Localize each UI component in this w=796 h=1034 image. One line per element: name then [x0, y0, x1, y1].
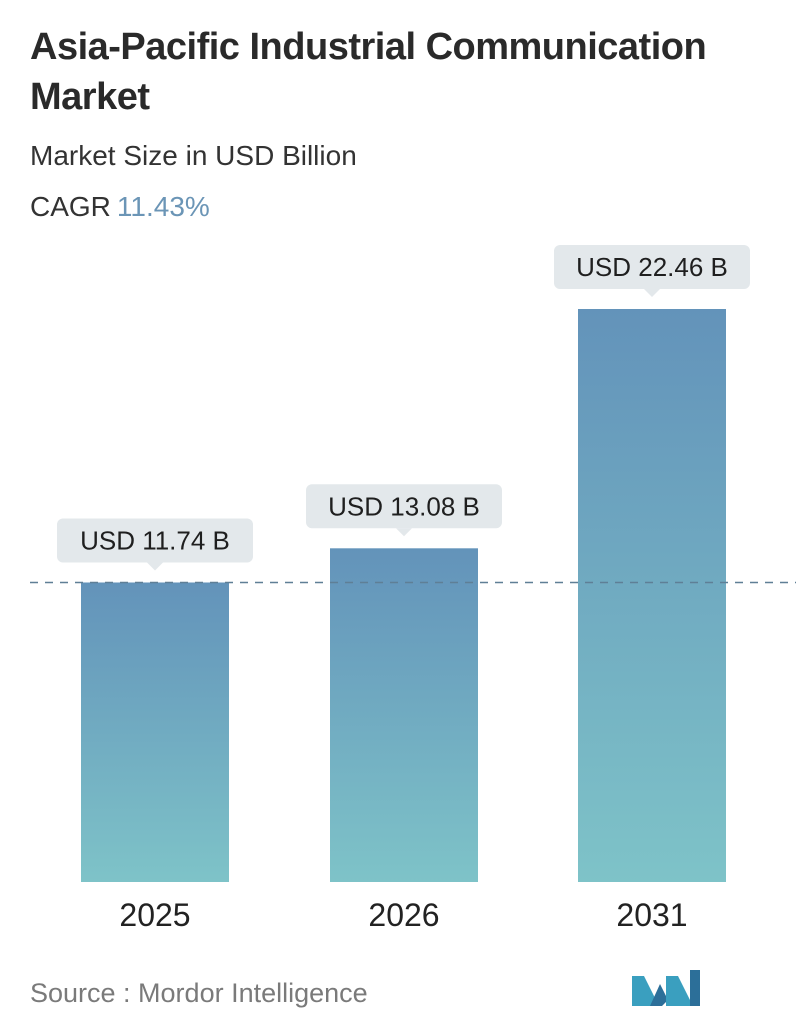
- data-label-2025: USD 11.74 B: [57, 518, 253, 571]
- data-label-box: [306, 484, 502, 529]
- cagr-line: CAGR 11.43%: [30, 191, 210, 223]
- data-label-pointer: [644, 289, 660, 297]
- x-tick-label-2026: 2026: [368, 897, 439, 933]
- x-tick-label-2025: 2025: [119, 897, 190, 933]
- bar-2025: [81, 582, 229, 882]
- data-label-text: USD 13.08 B: [328, 491, 480, 521]
- data-label-pointer: [396, 528, 412, 537]
- source-credit: Source : Mordor Intelligence: [30, 978, 368, 1008]
- bar-2026: [330, 548, 478, 882]
- chart-title: Asia-Pacific Industrial Communication Ma…: [30, 26, 707, 118]
- data-label-box: [57, 518, 253, 563]
- cagr-value: 11.43%: [116, 191, 210, 222]
- data-label-text: USD 11.74 B: [80, 525, 230, 555]
- bar-2031: [578, 309, 726, 882]
- mordor-intelligence-logo: [632, 970, 700, 1006]
- data-label-2026: USD 13.08 B: [306, 484, 502, 537]
- data-label-box: [554, 245, 750, 289]
- data-label-text: USD 22.46 B: [576, 252, 728, 282]
- data-label-2031: USD 22.46 B: [554, 245, 750, 297]
- chart-subtitle: Market Size in USD Billion: [30, 140, 357, 171]
- cagr-label: CAGR: [30, 191, 111, 222]
- data-label-pointer: [147, 562, 163, 571]
- x-tick-label-2031: 2031: [616, 897, 687, 933]
